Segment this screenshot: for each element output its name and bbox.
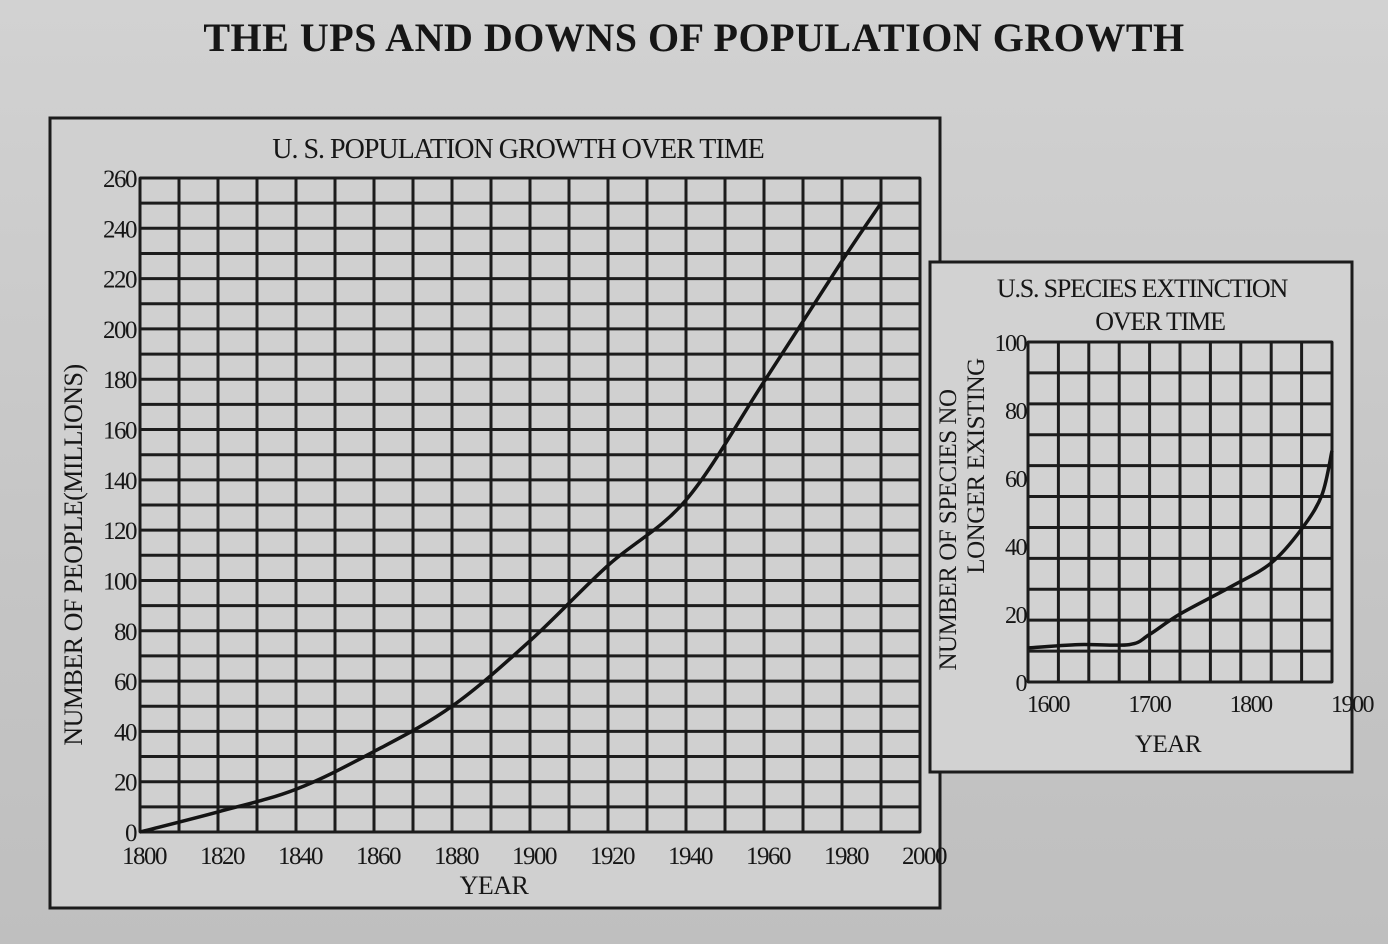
y-tick-label: 260: [103, 166, 137, 193]
y-tick-label: 60: [1005, 467, 1028, 493]
y-tick-label: 20: [114, 770, 137, 797]
population-chart-grid: [138, 176, 922, 834]
x-tick-label: 1820: [200, 843, 245, 870]
x-tick-label: 1840: [278, 843, 323, 870]
extinction-chart-box: [928, 260, 1354, 774]
x-tick-label: 1860: [356, 843, 401, 870]
x-tick-label: 1960: [746, 843, 791, 870]
y-tick-label: 240: [103, 216, 137, 243]
y-tick-label: 180: [103, 367, 137, 394]
population-x-ticks: 1800 1820 1840 1860 1880 1900 1920 1940 1960 1980…: [122, 843, 949, 870]
extinction-chart-title-line1: U.S. SPECIES EXTINCTION: [997, 274, 1289, 303]
extinction-x-axis-label: YEAR: [1135, 731, 1202, 758]
y-tick-label: 0: [125, 820, 137, 847]
y-tick-label: 220: [103, 267, 137, 294]
population-x-axis-label: YEAR: [460, 871, 530, 900]
extinction-y-ticks: 0 20 40 60 80 100: [995, 331, 1030, 697]
x-tick-label: 1800: [122, 843, 167, 870]
population-y-ticks: 0 20 40 60 80 100 120 140 160 180 200 220 240 260: [103, 166, 139, 847]
y-tick-label: 100: [995, 331, 1028, 357]
y-tick-label: 140: [103, 468, 137, 495]
population-chart-title: U. S. POPULATION GROWTH OVER TIME: [272, 134, 763, 165]
x-tick-label: 1800: [1230, 692, 1274, 718]
extinction-chart-grid: [1026, 340, 1334, 684]
y-tick-label: 80: [1005, 399, 1028, 425]
x-tick-label: 2000: [902, 843, 947, 870]
x-tick-label: 1900: [512, 843, 557, 870]
population-series-line: [139, 202, 883, 834]
extinction-y-axis-label-line1: NUMBER OF SPECIES NO: [935, 389, 962, 670]
extinction-x-ticks: 1600 1700 1800 1900: [1027, 692, 1376, 718]
y-tick-label: 60: [114, 669, 137, 696]
y-tick-label: 40: [1005, 535, 1028, 561]
population-chart-box: [48, 116, 942, 910]
y-tick-label: 40: [114, 719, 137, 746]
y-tick-label: 100: [103, 568, 137, 595]
y-tick-label: 160: [103, 418, 137, 445]
extinction-chart-plot-frame: [1026, 340, 1334, 684]
extinction-y-axis-label-line2: LONGER EXISTING: [963, 358, 990, 574]
y-tick-label: 120: [103, 518, 137, 545]
x-tick-label: 1940: [668, 843, 713, 870]
x-tick-label: 1900: [1331, 692, 1375, 718]
y-tick-label: 80: [114, 619, 137, 646]
x-tick-label: 1980: [824, 843, 869, 870]
population-y-axis-label: NUMBER OF PEOPLE(MILLIONS): [59, 364, 88, 745]
x-tick-label: 1600: [1027, 692, 1071, 718]
population-chart-plot-frame: [138, 176, 922, 834]
extinction-series-line: [1027, 450, 1334, 650]
x-tick-label: 1920: [590, 843, 635, 870]
extinction-chart-title-line2: OVER TIME: [1095, 307, 1225, 336]
y-tick-label: 0: [1016, 671, 1028, 697]
x-tick-label: 1700: [1128, 692, 1172, 718]
page-title: THE UPS AND DOWNS OF POPULATION GROWTH: [203, 15, 1185, 60]
y-tick-label: 20: [1005, 603, 1028, 629]
x-tick-label: 1880: [434, 843, 479, 870]
y-tick-label: 200: [103, 317, 137, 344]
